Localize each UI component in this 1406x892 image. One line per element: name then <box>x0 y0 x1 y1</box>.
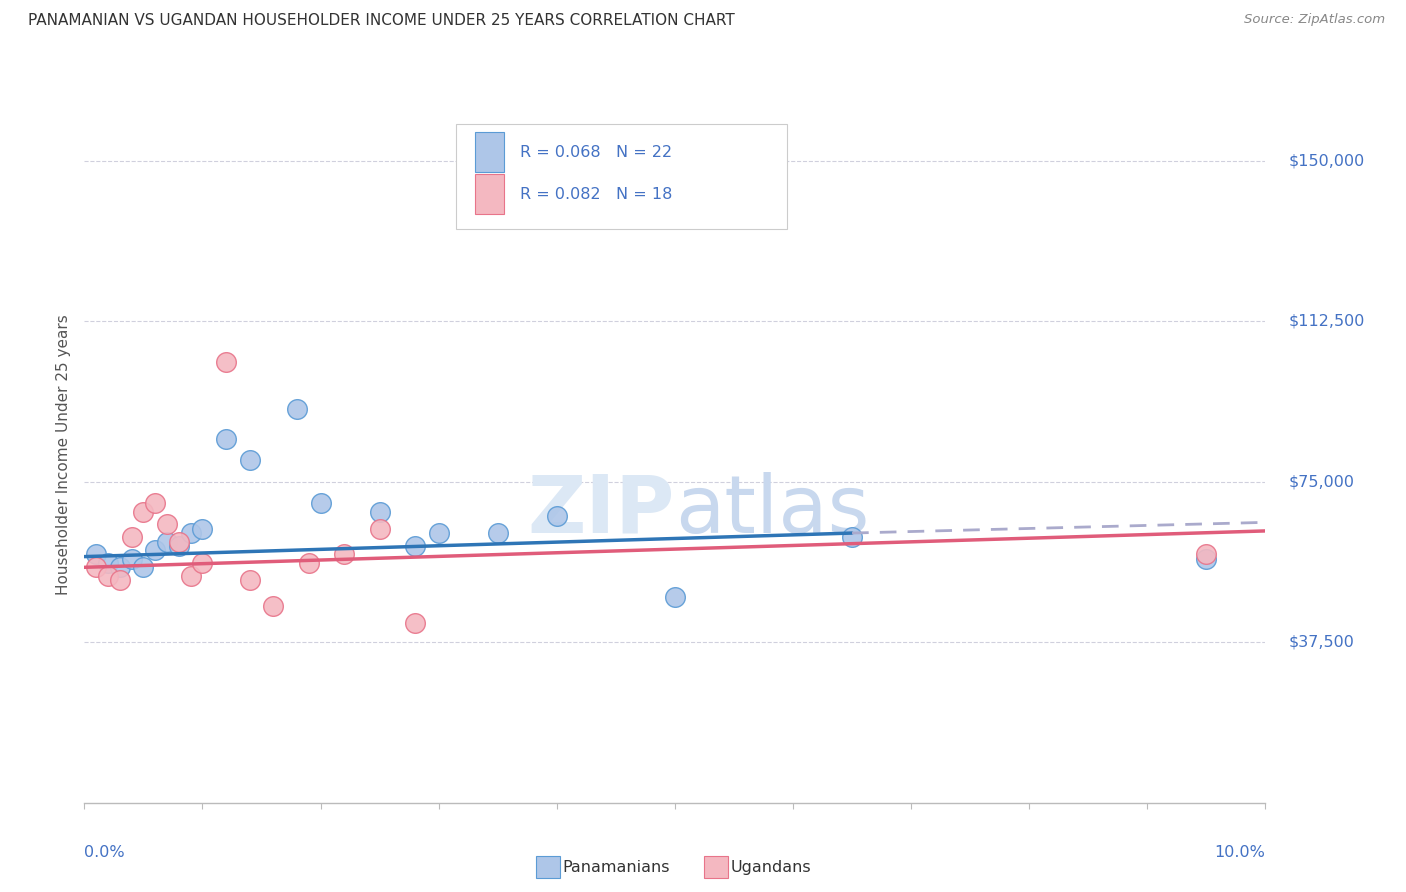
Point <box>368 505 391 519</box>
Point <box>191 522 214 536</box>
Point <box>427 526 450 541</box>
Text: 0.0%: 0.0% <box>84 845 125 860</box>
Point <box>262 599 284 613</box>
Point <box>167 534 190 549</box>
Point <box>180 569 202 583</box>
Point <box>132 505 155 519</box>
FancyBboxPatch shape <box>457 124 787 229</box>
Point <box>841 530 863 544</box>
Point <box>121 530 143 544</box>
Text: ZIP: ZIP <box>527 472 675 549</box>
Point <box>486 526 509 541</box>
Text: $150,000: $150,000 <box>1289 153 1365 168</box>
Text: 10.0%: 10.0% <box>1215 845 1265 860</box>
FancyBboxPatch shape <box>475 132 503 172</box>
Point <box>143 496 166 510</box>
Text: atlas: atlas <box>675 472 869 549</box>
Point <box>1195 551 1218 566</box>
Point <box>97 556 120 570</box>
Text: $112,500: $112,500 <box>1289 314 1365 328</box>
Point <box>108 573 131 587</box>
Point <box>546 508 568 523</box>
Y-axis label: Householder Income Under 25 years: Householder Income Under 25 years <box>56 315 72 595</box>
Point <box>143 543 166 558</box>
Point <box>156 534 179 549</box>
Text: R = 0.068   N = 22: R = 0.068 N = 22 <box>520 145 672 160</box>
Point <box>180 526 202 541</box>
Point <box>215 432 238 446</box>
Point <box>121 551 143 566</box>
Point <box>156 517 179 532</box>
Point <box>239 573 262 587</box>
Text: PANAMANIAN VS UGANDAN HOUSEHOLDER INCOME UNDER 25 YEARS CORRELATION CHART: PANAMANIAN VS UGANDAN HOUSEHOLDER INCOME… <box>28 13 735 29</box>
FancyBboxPatch shape <box>475 174 503 214</box>
Point <box>309 496 332 510</box>
Point <box>298 556 321 570</box>
Point <box>84 548 107 562</box>
Point <box>84 560 107 574</box>
Point <box>97 569 120 583</box>
Point <box>132 560 155 574</box>
Point <box>215 355 238 369</box>
Text: Source: ZipAtlas.com: Source: ZipAtlas.com <box>1244 13 1385 27</box>
Point <box>239 453 262 467</box>
Point <box>108 560 131 574</box>
Point <box>404 539 426 553</box>
Point <box>404 615 426 630</box>
Point <box>664 591 686 605</box>
Point <box>1195 548 1218 562</box>
Point <box>285 401 308 416</box>
Text: $75,000: $75,000 <box>1289 475 1355 489</box>
Text: Panamanians: Panamanians <box>562 860 669 874</box>
Text: R = 0.082   N = 18: R = 0.082 N = 18 <box>520 186 672 202</box>
Point <box>167 539 190 553</box>
Text: $37,500: $37,500 <box>1289 635 1355 649</box>
Point <box>333 548 356 562</box>
Point <box>191 556 214 570</box>
Point <box>368 522 391 536</box>
Text: Ugandans: Ugandans <box>731 860 811 874</box>
